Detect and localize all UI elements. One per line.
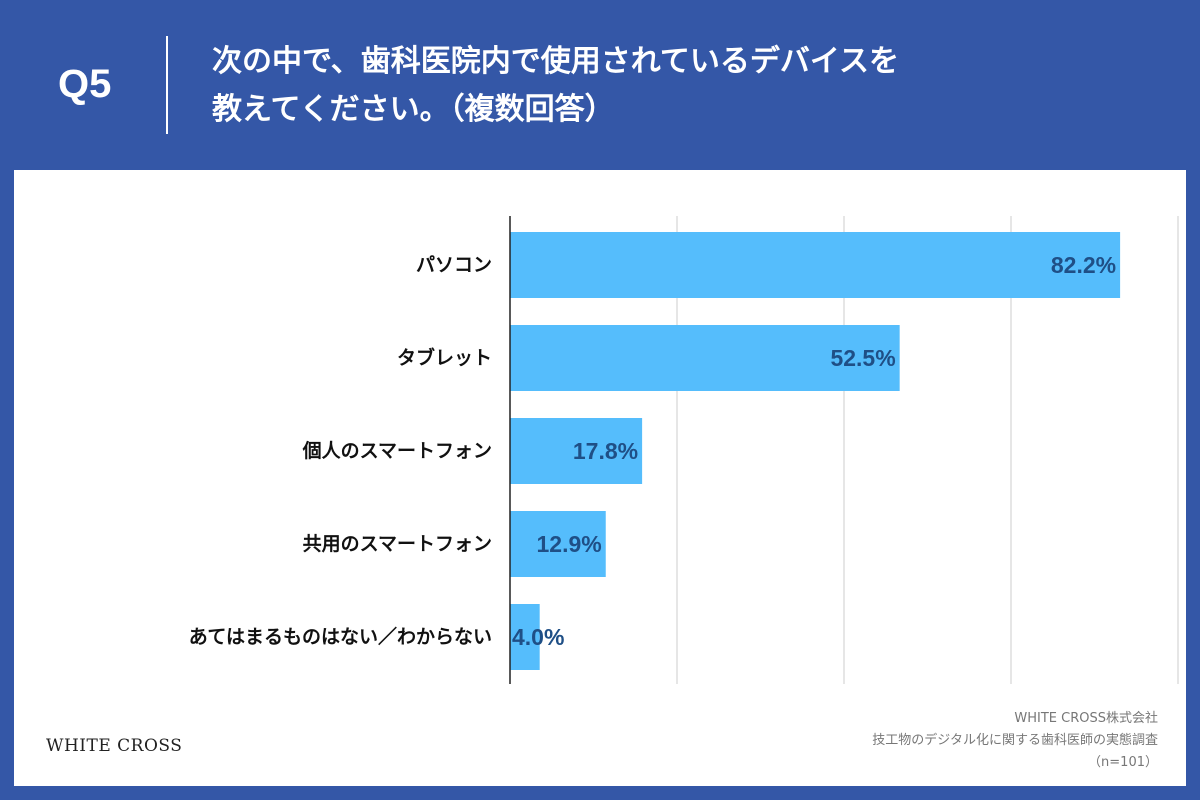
source-company: WHITE CROSS株式会社 xyxy=(1014,711,1158,726)
value-label: 17.8% xyxy=(573,438,638,464)
category-label: パソコン xyxy=(416,254,492,276)
category-label: あてはまるものはない／わからない xyxy=(189,625,492,648)
question-line-1: 次の中で、歯科医院内で使用されているデバイスを xyxy=(212,44,899,79)
source-note: WHITE CROSS株式会社 技工物のデジタル化に関する歯科医師の実態調査 （… xyxy=(872,708,1158,774)
value-label: 4.0% xyxy=(512,624,564,650)
bar xyxy=(510,604,540,670)
value-label: 82.2% xyxy=(1051,252,1116,278)
bar-chart: パソコン 82.2% タブレット 52.5% 個人のスマートフォン 17.8% 共用のスマー… xyxy=(189,216,1179,684)
sample-size: （n=101） xyxy=(1088,755,1158,770)
value-label: 12.9% xyxy=(537,531,602,557)
chart-panel: パソコン 82.2% タブレット 52.5% 個人のスマートフォン 17.8% 共用のスマー… xyxy=(14,170,1186,786)
bar xyxy=(510,418,643,484)
source-survey: 技工物のデジタル化に関する歯科医師の実態調査 xyxy=(872,733,1158,748)
header: Q5 次の中で、歯科医院内で使用されているデバイスを 教えてください。（複数回答… xyxy=(0,0,1200,170)
category-label: 個人のスマートフォン xyxy=(302,440,492,462)
value-label: 52.5% xyxy=(830,345,895,371)
bar xyxy=(510,511,606,577)
category-label: 共用のスマートフォン xyxy=(303,533,492,555)
header-divider xyxy=(166,36,168,134)
brand-logo: WHITE CROSS xyxy=(46,736,183,756)
question-line-2: 教えてください。（複数回答） xyxy=(212,92,615,127)
category-label: タブレット xyxy=(397,346,492,369)
question-text: 次の中で、歯科医院内で使用されているデバイスを 教えてください。（複数回答） xyxy=(212,38,899,134)
bar xyxy=(510,325,900,391)
question-number: Q5 xyxy=(58,62,112,106)
bar xyxy=(510,232,1121,298)
